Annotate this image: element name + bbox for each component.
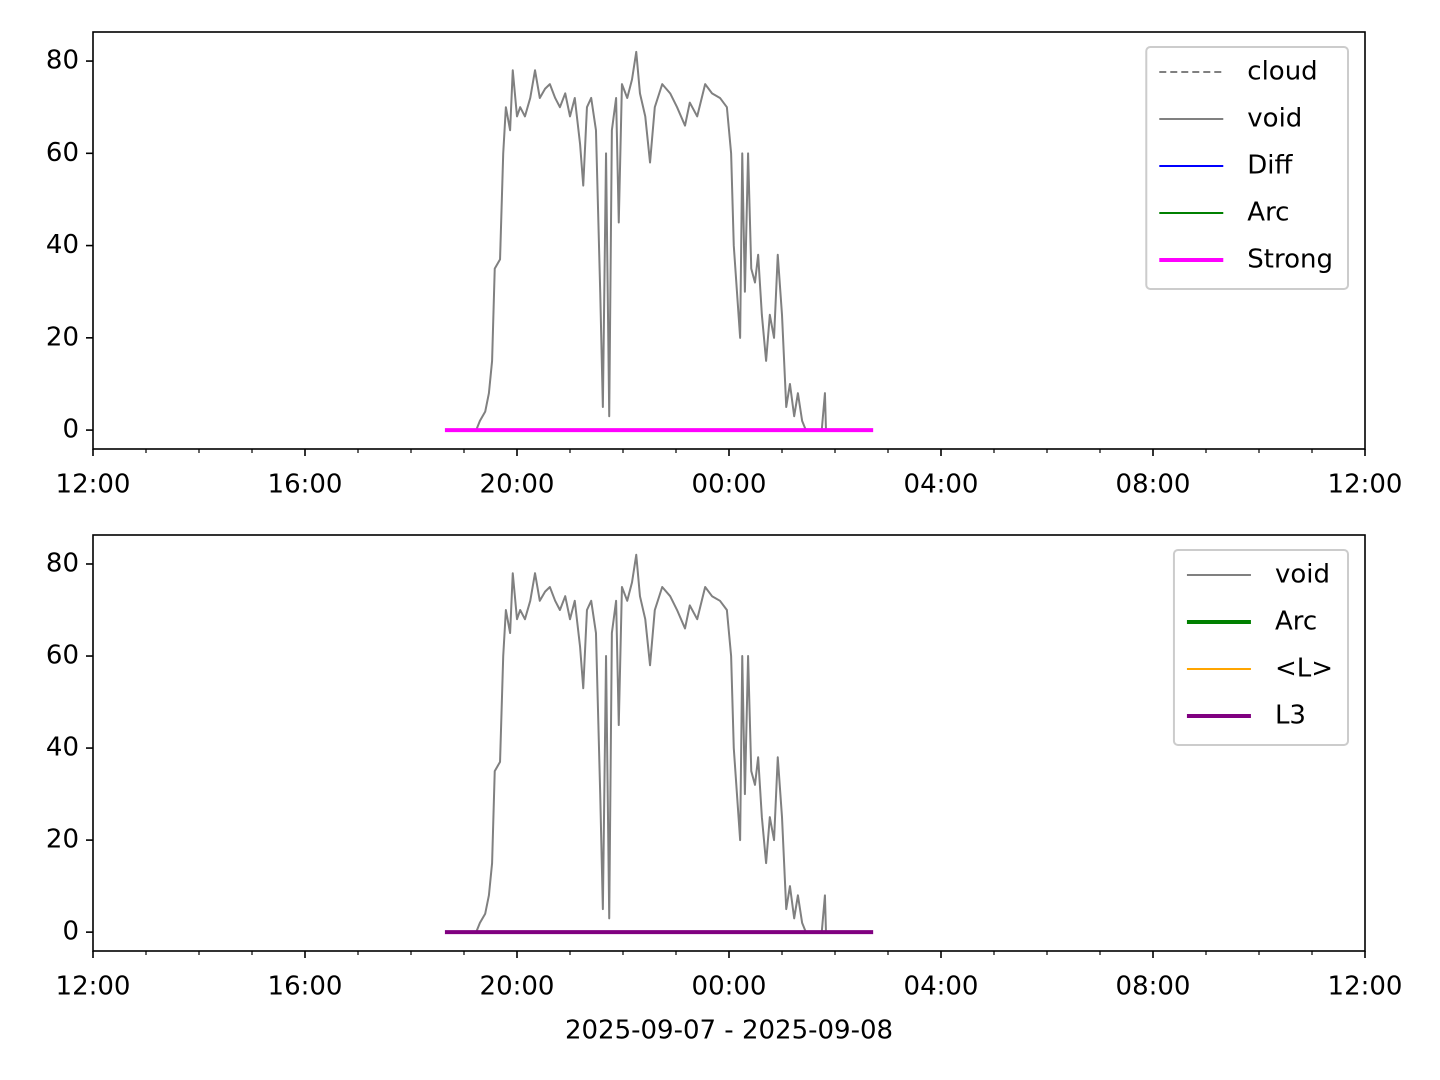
y-tick-label: 0 <box>62 917 79 947</box>
x-axis-label: 2025-09-07 - 2025-09-08 <box>565 1016 893 1046</box>
legend-frame <box>1172 549 1349 746</box>
plot-area <box>444 50 874 433</box>
axes: 0 20 40 60 80 12:00 16:00 20:00 00:00 04:00 08:00 1… <box>46 534 1403 1046</box>
x-tick-label: 20:00 <box>480 470 555 500</box>
y-tick-label: 20 <box>46 825 79 855</box>
x-tick-label: 08:00 <box>1116 470 1191 500</box>
x-tick-label: 04:00 <box>904 972 979 1002</box>
x-tick-label: 12:00 <box>1328 972 1403 1002</box>
y-tick-label: 60 <box>46 138 79 168</box>
x-tick-label: 16:00 <box>268 972 343 1002</box>
x-tick-label: 12:00 <box>1328 470 1403 500</box>
legend: cloud void Diff Arc Strong <box>1145 46 1349 290</box>
x-tick-label: 08:00 <box>1116 972 1191 1002</box>
y-tick-label: 80 <box>46 46 79 76</box>
y-tick-label: 60 <box>46 641 79 671</box>
y-tick-label: 80 <box>46 548 79 578</box>
legend-label: Arc <box>1247 198 1289 228</box>
legend-label: <L> <box>1275 654 1333 684</box>
legend-label: void <box>1275 560 1330 590</box>
legend-label: void <box>1247 104 1302 134</box>
y-tick-label: 40 <box>46 230 79 260</box>
series-line <box>475 50 827 432</box>
plot-area <box>444 553 874 935</box>
legend-label: L3 <box>1275 701 1306 731</box>
x-tick-label: 00:00 <box>692 972 767 1002</box>
x-tick-label: 12:00 <box>56 972 131 1002</box>
legend-label: Strong <box>1247 245 1333 275</box>
x-tick-label: 16:00 <box>268 470 343 500</box>
axes: 0 20 40 60 80 12:00 16:00 20:00 00:00 04:00 08:00 1… <box>46 31 1403 500</box>
x-tick-label: 00:00 <box>692 470 767 500</box>
x-tick-label: 04:00 <box>904 470 979 500</box>
legend: void Arc <L> L3 <box>1172 549 1349 746</box>
legend-label: Arc <box>1275 607 1317 637</box>
legend-label: cloud <box>1247 57 1317 87</box>
legend-frame <box>1145 46 1349 290</box>
y-tick-label: 40 <box>46 733 79 763</box>
y-tick-label: 20 <box>46 322 79 352</box>
series-line <box>475 553 827 934</box>
y-tick-label: 0 <box>62 415 79 445</box>
x-tick-label: 20:00 <box>480 972 555 1002</box>
legend-label: Diff <box>1247 151 1293 181</box>
x-tick-label: 12:00 <box>56 470 131 500</box>
